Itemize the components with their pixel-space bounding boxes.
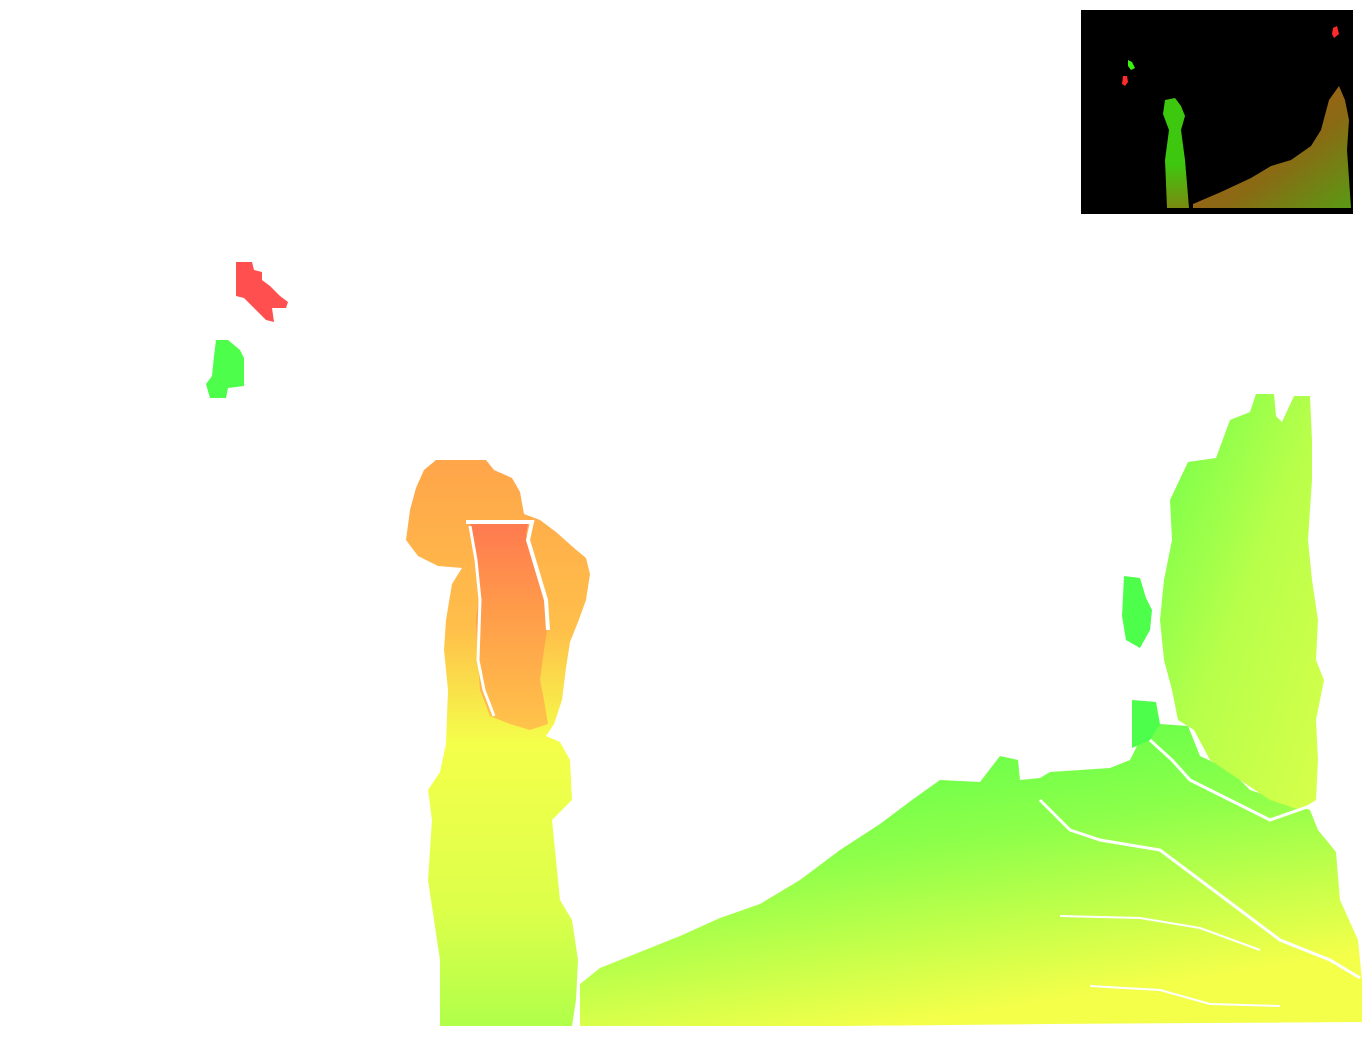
- pillar-inner-region: [470, 524, 548, 730]
- floor-edge-line: [1038, 798, 1361, 980]
- green-blob: [206, 340, 244, 398]
- pillar-edge-line: [468, 525, 496, 717]
- wall-patch: [1132, 700, 1160, 748]
- wall-patch: [1122, 576, 1152, 648]
- floor-surface: [580, 724, 1362, 1026]
- right-wall: [1160, 394, 1324, 810]
- inset-red-blob: [1122, 76, 1128, 86]
- inset-pillar: [1163, 98, 1189, 208]
- inset-green-blob: [1128, 60, 1135, 70]
- red-blob: [236, 262, 288, 322]
- floor-edge-line: [1089, 985, 1281, 1007]
- floor-edge-line: [1148, 738, 1311, 822]
- inset-floor: [1193, 86, 1351, 208]
- inset-red-blob: [1332, 26, 1339, 38]
- pillar-edge-line: [466, 520, 550, 631]
- floor-edge-line: [1059, 915, 1261, 951]
- inset-depth-thumbnail: [1081, 10, 1353, 214]
